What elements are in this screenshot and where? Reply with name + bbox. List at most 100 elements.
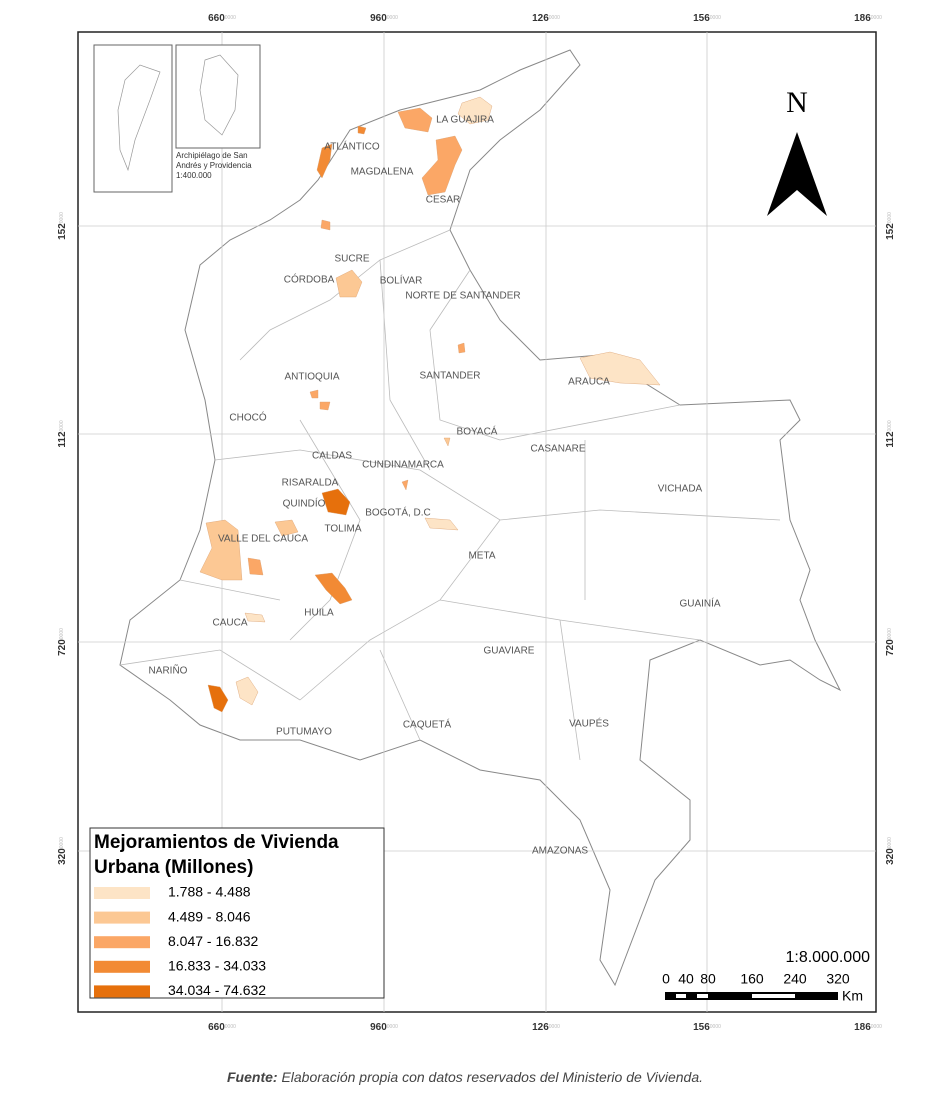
coordinate-label: 7200000 [885, 628, 896, 656]
scale-segment [752, 994, 795, 998]
department-patch [320, 219, 331, 231]
inset-caption: Archipiélago de San [176, 151, 248, 160]
coordinate-main: 186 [854, 1022, 871, 1033]
choropleth-patches [199, 96, 661, 713]
legend-swatch [94, 985, 150, 998]
department-patch [244, 612, 266, 623]
north-arrow [767, 132, 827, 216]
scale-unit: Km [842, 988, 863, 1004]
coordinate-main: 320 [885, 848, 896, 865]
coordinate-suffix: 0000 [549, 15, 560, 21]
coordinate-suffix: 0000 [225, 1024, 236, 1030]
legend-swatch [94, 911, 150, 924]
department-label: CHOCÓ [229, 411, 266, 424]
legend-swatch [94, 936, 150, 949]
department-patch [401, 479, 409, 491]
coordinate-main: 660 [208, 13, 225, 24]
scale-tick-label: 80 [700, 971, 716, 987]
coordinate-suffix: 0000 [59, 837, 65, 848]
department-patch [199, 519, 243, 581]
coordinate-suffix: 0000 [710, 15, 721, 21]
department-label: CALDAS [312, 451, 352, 462]
department-label: CASANARE [530, 444, 585, 455]
coordinate-label: 1860000 [854, 1022, 882, 1033]
coordinate-suffix: 0000 [871, 1024, 882, 1030]
coordinate-label: 3200000 [57, 837, 68, 865]
coordinate-suffix: 0000 [387, 15, 398, 21]
department-patch [314, 572, 353, 605]
coordinate-label: 6600000 [208, 1022, 236, 1033]
coordinate-main: 126 [532, 1022, 549, 1033]
scale-tick-label: 320 [826, 971, 850, 987]
department-label: PUTUMAYO [276, 727, 332, 738]
department-label: AMAZONAS [532, 846, 588, 857]
department-patch [443, 437, 451, 447]
scale-segment [665, 992, 838, 1000]
legend-label: 4.489 - 8.046 [168, 908, 251, 924]
coordinate-label: 1520000 [885, 212, 896, 240]
coordinate-suffix: 0000 [387, 1024, 398, 1030]
department-label: VALLE DEL CAUCA [218, 534, 308, 545]
legend-items: 1.788 - 4.488 4.489 - 8.046 8.047 - 16.832… [94, 884, 266, 998]
coordinate-main: 720 [57, 639, 68, 656]
department-label: NARIÑO [149, 664, 188, 677]
department-patch [316, 143, 333, 179]
department-patch [457, 342, 466, 354]
legend-label: 1.788 - 4.488 [168, 884, 251, 900]
coordinate-main: 320 [57, 848, 68, 865]
caption: Fuente: Elaboración propia con datos res… [227, 1069, 703, 1085]
coordinate-main: 112 [57, 431, 68, 448]
coordinate-label: 3200000 [885, 837, 896, 865]
legend-title: Mejoramientos de Vivienda [94, 832, 339, 853]
department-label: CESAR [426, 195, 460, 206]
coordinate-suffix: 0000 [887, 837, 893, 848]
coordinate-suffix: 0000 [59, 212, 65, 223]
coordinate-suffix: 0000 [887, 420, 893, 431]
coordinate-main: 126 [532, 13, 549, 24]
department-patch [357, 125, 367, 135]
legend-swatch [94, 960, 150, 973]
department-label: QUINDÍO [283, 497, 326, 510]
coordinate-label: 1120000 [885, 420, 896, 447]
scale-tick-label: 40 [678, 971, 694, 987]
coordinate-label: 1260000 [532, 1022, 560, 1033]
scale-bar [665, 992, 838, 1000]
coordinate-main: 186 [854, 13, 871, 24]
coordinate-main: 112 [885, 431, 896, 448]
legend-label: 34.034 - 74.632 [168, 982, 266, 998]
inset-caption: Andrés y Providencia [176, 161, 252, 170]
department-patch [235, 676, 259, 706]
scale-tick-label: 240 [783, 971, 807, 987]
inset-frame [175, 44, 261, 149]
department-label: GUAVIARE [484, 646, 535, 657]
department-patch [335, 269, 363, 298]
legend-title: Urbana (Millones) [94, 857, 253, 878]
department-label: ATLÁNTICO [324, 140, 380, 153]
department-patch [309, 389, 331, 411]
inset-frame [93, 44, 173, 193]
coordinate-label: 1520000 [57, 212, 68, 240]
department-label: CAUCA [212, 618, 247, 629]
scale-tick-label: 0 [662, 971, 670, 987]
department-label: VICHADA [658, 484, 703, 495]
coordinate-label: 7200000 [57, 628, 68, 656]
department-label: META [468, 551, 495, 562]
inset-caption: 1:400.000 [176, 171, 212, 180]
department-patch [579, 351, 661, 386]
coordinate-main: 960 [370, 1022, 387, 1033]
department-label: BOLÍVAR [380, 274, 423, 287]
scale-segment [676, 994, 686, 998]
department-label: ARAUCA [568, 377, 610, 388]
caption-label: Fuente: [227, 1069, 278, 1085]
coordinate-main: 660 [208, 1022, 225, 1033]
department-label: LA GUAJIRA [436, 115, 494, 126]
coordinate-main: 152 [885, 223, 896, 240]
department-patch [424, 517, 459, 531]
coordinate-suffix: 0000 [59, 420, 65, 431]
coordinate-label: 9600000 [370, 1022, 398, 1033]
coordinate-label: 1260000 [532, 13, 560, 24]
coordinate-main: 156 [693, 1022, 710, 1033]
department-borders [119, 229, 781, 761]
department-patch [207, 684, 229, 713]
